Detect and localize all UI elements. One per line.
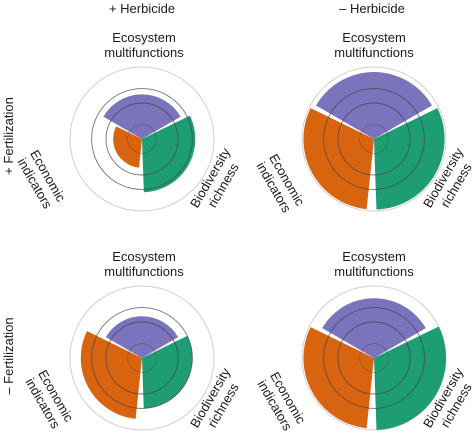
panel-minus-herbicide-minus-fertilization: Ecosystem multifunctions Economicindicato… [254,249,474,434]
economic-axis-label: Economicindicators [22,367,77,432]
panel-minus-herbicide-plus-fertilization: Ecosystem multifunctions Economicindicato… [253,30,474,216]
ecosystem-sector [316,72,432,139]
economic-sector [303,108,374,210]
biodiversity-axis-label: Biodiversityrichness [187,365,246,434]
mid-reference-circle [323,88,425,190]
inner-reference-circle [105,321,179,395]
panel-plus-herbicide-minus-fertilization: Ecosystem multifunctions Economicindicato… [22,249,246,434]
outer-guide-ring [301,66,447,212]
center-reference-circle [359,343,389,373]
economic-axis-label: Economicindicators [254,369,309,434]
row-header-minus-fertilization: – Fertilization [1,317,16,394]
row-header-plus-fertilization: + Fertilization [1,97,16,175]
panel-plus-herbicide-plus-fertilization: Ecosystem multifunctions Economicindicato… [14,30,246,218]
ecosystem-sector [103,94,181,139]
inner-reference-circle [337,102,411,176]
column-header-minus-herbicide: – Herbicide [339,1,405,16]
inner-reference-circle [105,102,179,176]
ecosystem-axis-label: Ecosystem multifunctions [104,30,184,60]
center-reference-circle [127,343,157,373]
inner-reference-circle [337,321,411,395]
outer-guide-ring [69,285,215,431]
economic-sector [113,126,142,168]
biodiversity-sector [142,115,196,193]
mid-reference-circle [323,307,425,409]
outer-guide-ring [301,285,447,431]
biodiversity-sector [374,326,446,430]
center-reference-circle [359,124,389,154]
biodiversity-sector [374,108,445,210]
column-header-plus-herbicide: + Herbicide [109,1,175,16]
ecosystem-sector [322,298,426,358]
biodiversity-sector [142,335,193,409]
economic-sector [303,327,374,429]
mid-reference-circle [91,88,193,190]
ecosystem-axis-label: Ecosystem multifunctions [104,249,184,279]
economic-axis-label: Economicindicators [14,147,69,212]
mid-reference-circle [91,307,193,409]
ecosystem-axis-label: Ecosystem multifunctions [334,249,414,279]
center-reference-circle [127,124,157,154]
economic-axis-label: Economicindicators [253,151,308,216]
outer-guide-ring [69,66,215,212]
ecosystem-axis-label: Ecosystem multifunctions [334,30,414,60]
biodiversity-axis-label: Biodiversityrichness [187,145,246,218]
economic-sector [80,331,142,419]
